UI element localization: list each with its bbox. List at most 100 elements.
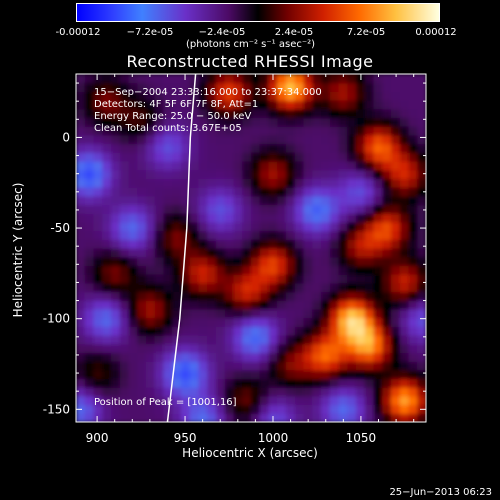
heatmap-cell: [137, 291, 147, 301]
heatmap-cell: [303, 413, 313, 422]
heatmap-cell: [119, 291, 130, 301]
heatmap-cell: [294, 143, 305, 153]
heatmap-cell: [294, 117, 305, 127]
heatmap-cell: [251, 282, 261, 293]
heatmap-cell: [224, 161, 235, 171]
heatmap-cell: [163, 126, 173, 136]
heatmap-cell: [321, 204, 331, 214]
heatmap-cell: [277, 317, 287, 327]
heatmap-cell: [111, 169, 121, 179]
heatmap-cell: [286, 230, 296, 240]
heatmap-cell: [417, 369, 426, 380]
heatmap-cell: [76, 248, 86, 258]
heatmap-cell: [128, 274, 138, 284]
heatmap-cell: [224, 169, 235, 179]
heatmap-cell: [356, 152, 366, 162]
heatmap-cell: [102, 126, 112, 136]
heatmap-cell: [154, 213, 165, 223]
heatmap-cell: [391, 291, 401, 301]
heatmap-cell: [303, 178, 313, 188]
heatmap-cell: [382, 221, 392, 232]
heatmap-cell: [207, 274, 217, 284]
heatmap-cell: [189, 213, 200, 223]
heatmap-cell: [198, 195, 208, 206]
heatmap-cell: [163, 195, 173, 206]
heatmap-cell: [321, 369, 331, 380]
heatmap-cell: [189, 152, 200, 162]
heatmap-cell: [189, 204, 200, 214]
heatmap-cell: [163, 117, 173, 127]
heatmap-cell: [268, 352, 278, 362]
heatmap-cell: [408, 152, 418, 162]
heatmap-cell: [76, 369, 86, 380]
heatmap-cell: [172, 404, 182, 414]
heatmap-cell: [189, 134, 200, 145]
heatmap-cell: [84, 126, 95, 136]
heatmap-cell: [356, 317, 366, 327]
heatmap-cell: [364, 291, 375, 301]
heatmap-cell: [347, 213, 357, 223]
heatmap-cell: [251, 274, 261, 284]
x-tick-label: 1000: [258, 431, 289, 445]
heatmap-cell: [356, 248, 366, 258]
heatmap-cell: [338, 413, 348, 422]
heatmap-cell: [119, 195, 130, 206]
heatmap-cell: [286, 308, 296, 319]
heatmap-cell: [102, 378, 112, 388]
heatmap-cell: [373, 352, 383, 362]
heatmap-cell: [347, 161, 357, 171]
heatmap-cell: [251, 335, 261, 345]
heatmap-cell: [198, 282, 208, 293]
heatmap-cell: [391, 378, 401, 388]
heatmap-cell: [172, 291, 182, 301]
heatmap-cell: [312, 352, 322, 362]
heatmap-cell: [76, 117, 86, 127]
heatmap-cell: [329, 378, 340, 388]
heatmap-cell: [277, 387, 287, 397]
heatmap-cell: [189, 300, 200, 310]
heatmap-cell: [102, 395, 112, 406]
heatmap-cell: [172, 265, 182, 275]
heatmap-cell: [417, 221, 426, 232]
heatmap-cell: [391, 256, 401, 266]
heatmap-cell: [84, 213, 95, 223]
heatmap-cell: [181, 143, 191, 153]
heatmap-cell: [321, 413, 331, 422]
heatmap-cell: [119, 134, 130, 145]
heatmap-cell: [111, 413, 121, 422]
heatmap-cell: [268, 82, 278, 92]
heatmap-cell: [329, 221, 340, 232]
heatmap-cell: [286, 352, 296, 362]
heatmap-cell: [277, 74, 287, 84]
heatmap-cell: [111, 291, 121, 301]
heatmap-cell: [207, 221, 217, 232]
heatmap-cell: [356, 343, 366, 353]
heatmap-cell: [391, 387, 401, 397]
heatmap-cell: [286, 326, 296, 336]
heatmap-cell: [399, 134, 410, 145]
heatmap-cell: [356, 221, 366, 232]
heatmap-cell: [111, 91, 121, 101]
heatmap-cell: [259, 230, 270, 240]
heatmap-cell: [373, 91, 383, 101]
heatmap-cell: [242, 335, 252, 345]
heatmap-cell: [198, 152, 208, 162]
heatmap-cell: [102, 143, 112, 153]
heatmap-cell: [399, 300, 410, 310]
heatmap-cell: [128, 291, 138, 301]
heatmap-cell: [216, 161, 226, 171]
heatmap-cell: [329, 100, 340, 110]
heatmap-cell: [391, 248, 401, 258]
heatmap-cell: [93, 126, 103, 136]
heatmap-cell: [163, 395, 173, 406]
heatmap-cell: [76, 161, 86, 171]
heatmap-cell: [119, 256, 130, 266]
heatmap-cell: [268, 91, 278, 101]
heatmap-cell: [84, 395, 95, 406]
heatmap-cell: [382, 126, 392, 136]
heatmap-cell: [146, 343, 156, 353]
heatmap-cell: [128, 256, 138, 266]
heatmap-cell: [137, 74, 147, 84]
heatmap-cell: [163, 143, 173, 153]
heatmap-cell: [303, 308, 313, 319]
